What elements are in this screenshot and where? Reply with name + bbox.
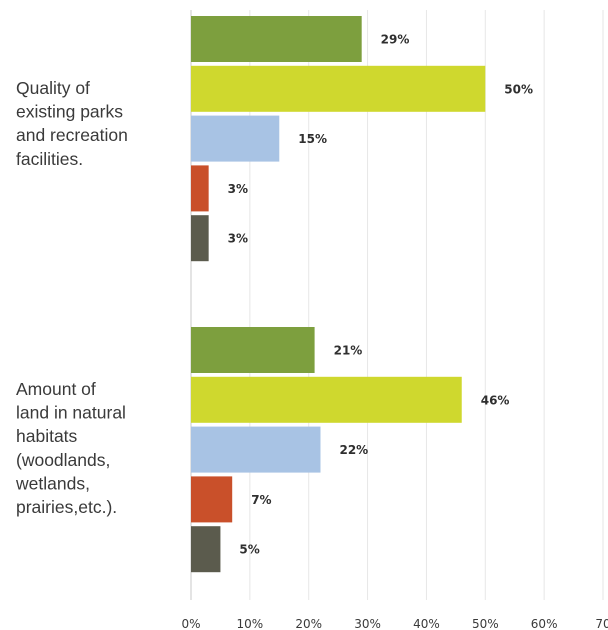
category-label-line: Amount of bbox=[16, 379, 96, 399]
bar-value-label: 29% bbox=[381, 33, 410, 47]
bar-value-label: 3% bbox=[228, 232, 248, 246]
bar-value-label: 22% bbox=[339, 443, 368, 457]
x-axis-ticks: 0% 10% 20% 30% 40% 50% 60% 70 bbox=[181, 617, 608, 630]
bar bbox=[191, 526, 221, 573]
bar-value-label: 15% bbox=[298, 132, 327, 146]
x-tick-label: 60% bbox=[531, 617, 558, 630]
x-tick-label: 70 bbox=[595, 617, 608, 630]
bar bbox=[191, 16, 362, 62]
x-tick-label: 40% bbox=[413, 617, 440, 630]
x-tick-label: 30% bbox=[354, 617, 381, 630]
category-label-line: and recreation bbox=[16, 125, 128, 145]
category-label-line: habitats bbox=[16, 426, 78, 446]
category-label-line: facilities. bbox=[16, 149, 83, 169]
x-tick-label: 50% bbox=[472, 617, 499, 630]
x-tick-label: 20% bbox=[295, 617, 322, 630]
x-tick-label: 0% bbox=[181, 617, 200, 630]
bar-value-label: 5% bbox=[239, 543, 259, 557]
category-label-line: wetlands, bbox=[15, 473, 90, 493]
bars bbox=[191, 16, 486, 573]
bar-value-label: 21% bbox=[334, 344, 363, 358]
category-label-line: Quality of bbox=[16, 78, 90, 98]
category-label-line: land in natural bbox=[16, 403, 126, 423]
bar bbox=[191, 165, 209, 212]
bar bbox=[191, 327, 315, 373]
category-labels: Quality of existing parks and recreation fa… bbox=[15, 78, 128, 517]
x-tick-label: 10% bbox=[237, 617, 264, 630]
bar-value-label: 50% bbox=[504, 82, 533, 96]
bar bbox=[191, 476, 233, 523]
category-label-line: existing parks bbox=[16, 102, 123, 122]
bar bbox=[191, 215, 209, 262]
category-label-line: prairies,etc.). bbox=[16, 497, 117, 517]
value-labels: 29% 50% 15% 3% 3% 21% 46% 22% 7% 5% bbox=[228, 33, 533, 557]
bar bbox=[191, 115, 280, 162]
bar-value-label: 7% bbox=[251, 493, 271, 507]
category-label-line: (woodlands, bbox=[16, 450, 110, 470]
bar bbox=[191, 376, 462, 423]
bar-value-label: 46% bbox=[481, 393, 510, 407]
bar-value-label: 3% bbox=[228, 182, 248, 196]
bar bbox=[191, 65, 486, 112]
bar bbox=[191, 426, 321, 473]
